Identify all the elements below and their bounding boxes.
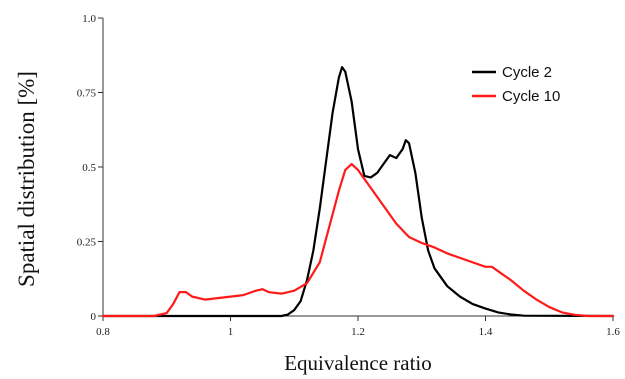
y-tick-label: 0.75 bbox=[77, 88, 97, 100]
x-axis-title: Equivalence ratio bbox=[284, 351, 432, 375]
x-tick-label: 1.6 bbox=[606, 326, 620, 338]
y-tick-label: 0.5 bbox=[82, 162, 96, 174]
series-line-cycle-10 bbox=[101, 162, 615, 318]
x-tick-label: 1.4 bbox=[479, 326, 493, 338]
x-tick-label: 1.2 bbox=[351, 326, 365, 338]
legend: Cycle 2 Cycle 10 bbox=[472, 64, 560, 105]
y-tick-label: 0.25 bbox=[77, 237, 97, 249]
x-tick-label: 0.8 bbox=[96, 326, 110, 338]
x-tick-label: 1 bbox=[228, 326, 234, 338]
y-tick-label: 1.0 bbox=[82, 13, 96, 25]
y-axis-title: Spatial distribution [%] bbox=[14, 71, 39, 287]
series-layer bbox=[101, 66, 615, 318]
axes: 0 0.25 0.5 0.75 1.0 0.8 1 1.2 1.4 1.6 bbox=[77, 13, 621, 338]
legend-label: Cycle 2 bbox=[502, 64, 552, 81]
legend-label: Cycle 10 bbox=[502, 88, 560, 105]
series-line-cycle-2 bbox=[101, 66, 615, 318]
y-tick-label: 0 bbox=[91, 311, 97, 323]
